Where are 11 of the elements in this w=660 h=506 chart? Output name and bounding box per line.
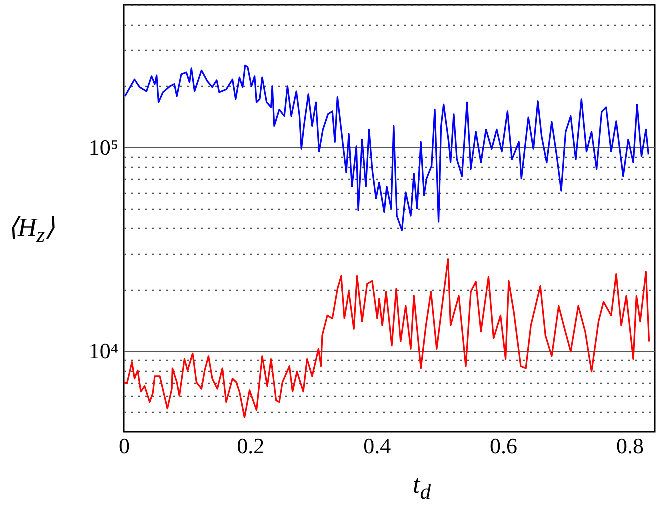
- x-tick-label: 0.2: [237, 434, 265, 458]
- line-series: [124, 258, 650, 419]
- line-series: [124, 64, 650, 232]
- y-axis-title: ⟨H$_{z}$⟩: [8, 212, 56, 248]
- x-tick-label: 0.8: [616, 434, 644, 458]
- x-tick-label: 0.4: [364, 434, 392, 458]
- y-tick-label: 10⁴: [88, 338, 119, 364]
- x-axis-title: t$_{d}$: [413, 470, 432, 506]
- y-tick-label: 10⁵: [88, 134, 118, 160]
- x-tick-label: 0: [119, 434, 130, 458]
- x-tick-label: 0.6: [490, 434, 518, 458]
